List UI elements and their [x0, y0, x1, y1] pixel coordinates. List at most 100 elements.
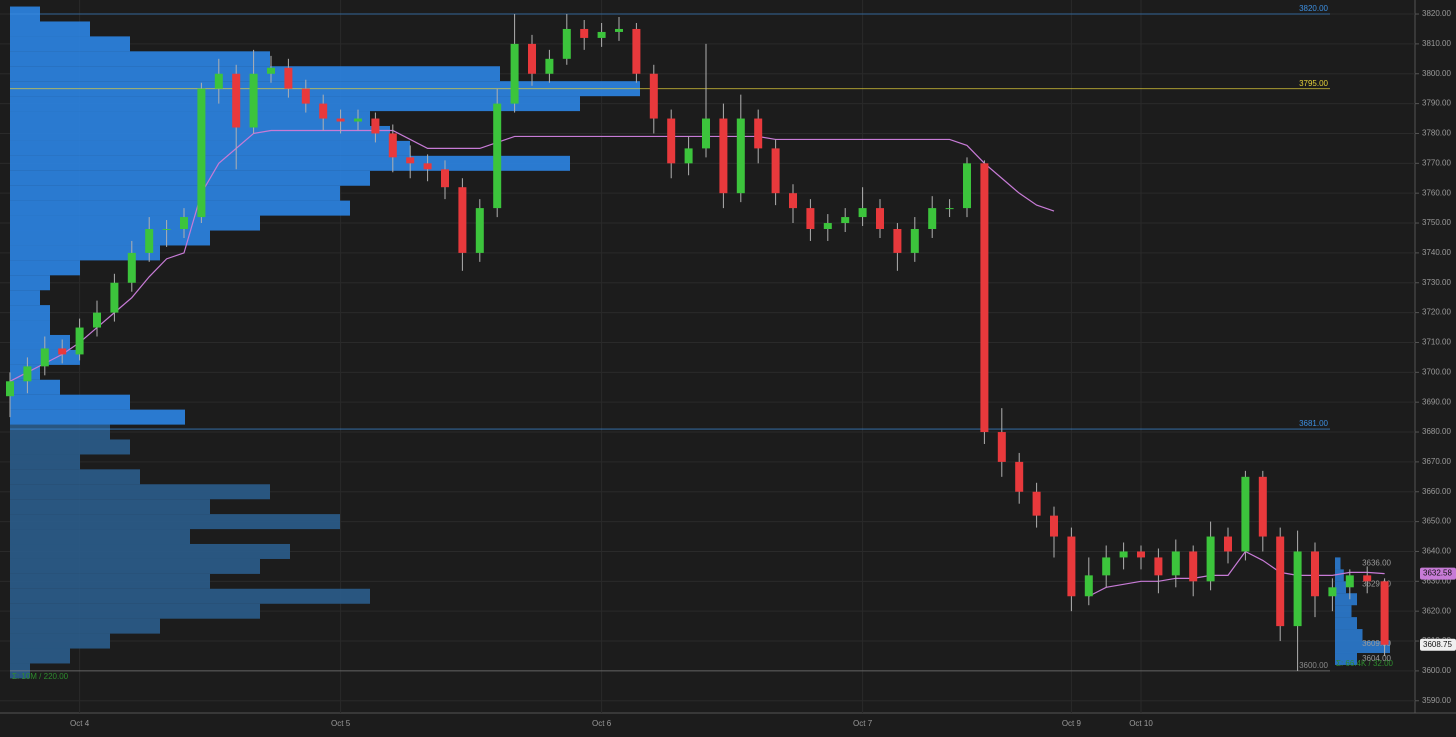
profile-bar — [10, 514, 340, 530]
y-tick-label: 3640.00 — [1422, 547, 1451, 556]
profile-bar — [10, 573, 210, 589]
candle-body — [249, 73, 258, 128]
session-level-label: 3609.00 — [1362, 639, 1391, 648]
candle-body — [928, 208, 937, 230]
y-tick-label: 3800.00 — [1422, 69, 1451, 78]
profile-bar — [10, 155, 570, 171]
profile-annotation: Σ: 10M / 220.00 — [12, 672, 69, 681]
candle-body — [180, 217, 188, 230]
profile-bar — [10, 96, 580, 112]
vwap-line — [9, 129, 1055, 382]
candle-body — [841, 217, 850, 224]
profile-bar — [10, 215, 260, 231]
candle-body — [580, 28, 589, 38]
candle-body — [1345, 575, 1354, 588]
profile-bar — [10, 185, 340, 201]
candle-body — [319, 103, 328, 119]
profile-bar — [10, 200, 350, 216]
candle-body — [1258, 476, 1267, 537]
candle-body — [997, 432, 1006, 462]
candle-body — [110, 282, 119, 313]
candle-body — [719, 118, 728, 194]
candle-body — [771, 148, 780, 194]
vwap-line — [1088, 550, 1385, 597]
candle-body — [406, 157, 415, 164]
candle-body — [232, 73, 241, 128]
session-profile-bar — [1335, 557, 1341, 570]
candle-body — [1119, 551, 1128, 558]
session-profile-bar — [1335, 593, 1357, 606]
y-tick-label: 3620.00 — [1422, 606, 1451, 615]
candle-body — [684, 148, 693, 164]
profile-bar — [10, 36, 130, 52]
candle-body — [545, 58, 554, 74]
profile-bar — [10, 51, 270, 67]
vwap-badge — [1420, 567, 1456, 580]
candle-body — [615, 28, 623, 32]
session-level-label: 3629.00 — [1362, 579, 1391, 588]
profile-bar — [10, 305, 50, 321]
key-level-label: 3795.00 — [1299, 79, 1328, 88]
candle-body — [336, 118, 345, 122]
y-tick-label: 3710.00 — [1422, 338, 1451, 347]
session-profile-bar — [1335, 581, 1346, 594]
profile-bar — [10, 424, 110, 440]
y-tick-label: 3730.00 — [1422, 278, 1451, 287]
candle-body — [6, 381, 14, 397]
candle-body — [371, 118, 380, 134]
profile-bar — [10, 529, 190, 545]
session-level-label: 3636.00 — [1362, 559, 1391, 568]
key-level-label: 3681.00 — [1299, 419, 1328, 428]
candle-body — [649, 73, 658, 119]
session-level-label: 3604.00 — [1362, 654, 1391, 663]
candle-body — [475, 208, 484, 253]
candle-body — [1293, 551, 1302, 627]
candle-body — [1224, 536, 1232, 552]
candle-body — [1276, 536, 1285, 627]
price-badge-label: 3608.75 — [1423, 640, 1452, 649]
profile-bar — [10, 21, 90, 37]
candle-body — [23, 366, 32, 382]
profile-bar — [10, 409, 185, 425]
session-profile-bar — [1335, 617, 1357, 630]
candle-body — [388, 133, 397, 158]
candle-body — [597, 31, 606, 38]
candle-body — [980, 163, 989, 433]
candle-body — [1241, 476, 1250, 552]
candle-body — [93, 312, 101, 328]
profile-bar — [10, 603, 260, 619]
y-tick-label: 3660.00 — [1422, 487, 1451, 496]
x-tick-label: Oct 6 — [592, 719, 612, 728]
x-tick-label: Oct 7 — [853, 719, 873, 728]
profile-bar — [10, 111, 370, 127]
candle-body — [458, 187, 467, 253]
candle-body — [754, 118, 763, 149]
candle-body — [562, 28, 571, 59]
candle-body — [632, 28, 641, 74]
candle-body — [145, 229, 154, 253]
profile-bar — [10, 618, 160, 634]
x-tick-label: Oct 5 — [331, 719, 351, 728]
candle-body — [1032, 491, 1041, 516]
x-tick-label: Oct 9 — [1062, 719, 1082, 728]
candle-body — [284, 67, 293, 89]
profile-bar — [10, 633, 110, 649]
y-tick-label: 3720.00 — [1422, 308, 1451, 317]
profile-bar — [10, 469, 140, 485]
candle-body — [1102, 557, 1111, 576]
profile-bar — [10, 140, 410, 156]
profile-bar — [10, 379, 60, 395]
profile-bar — [10, 320, 50, 336]
candle-body — [214, 73, 223, 89]
y-tick-label: 3790.00 — [1422, 99, 1451, 108]
y-tick-label: 3780.00 — [1422, 129, 1451, 138]
candle-body — [493, 103, 502, 209]
key-level-label: 3820.00 — [1299, 4, 1328, 13]
session-annotation: Σ: 66.4K / 32.00 — [1336, 659, 1394, 668]
candle-body — [58, 348, 67, 355]
x-tick-label: Oct 4 — [70, 719, 90, 728]
vwap-badge-label: 3632.58 — [1423, 569, 1452, 578]
y-tick-label: 3810.00 — [1422, 39, 1451, 48]
candle-body — [40, 348, 49, 367]
candle-body — [510, 43, 519, 104]
